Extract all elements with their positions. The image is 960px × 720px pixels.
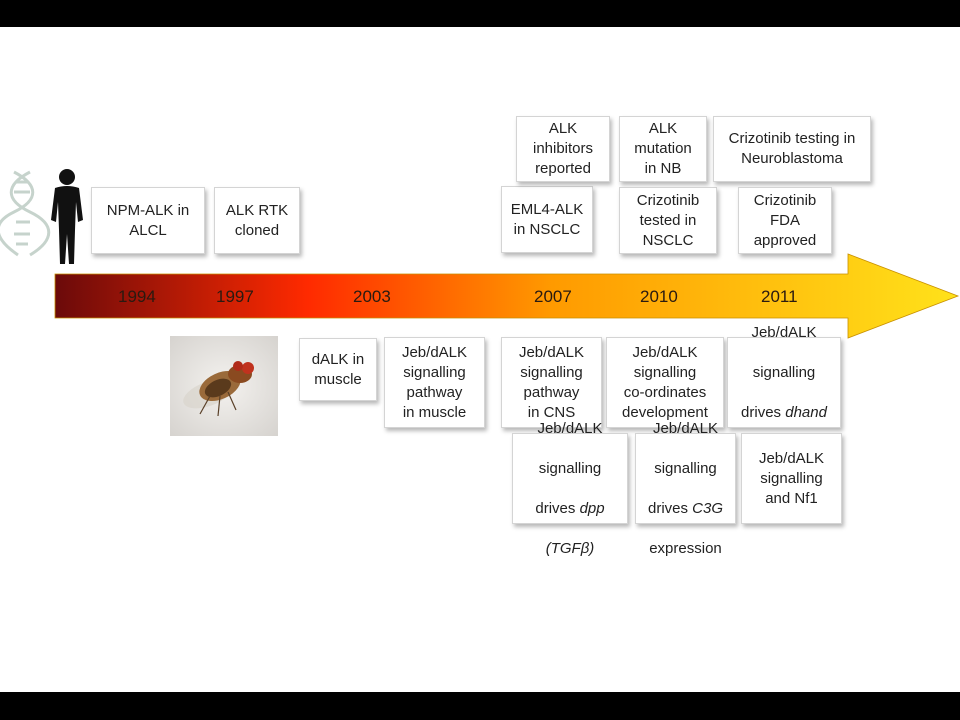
- event-pathway-in-cns: Jeb/dALK signalling pathway in CNS: [501, 337, 602, 428]
- line: drives: [535, 499, 580, 517]
- line: signalling: [654, 459, 717, 477]
- line: Jeb/dALK: [652, 419, 719, 437]
- event-label: EML4-ALK in NSCLC: [510, 200, 584, 238]
- line: signalling: [538, 459, 602, 477]
- year-2003: 2003: [353, 287, 391, 306]
- year-1994: 1994: [118, 287, 156, 306]
- event-crizotinib-fda-approved: Crizotinib FDA approved: [738, 187, 832, 254]
- event-signalling-and-nf1: Jeb/dALK signalling and Nf1: [741, 433, 842, 524]
- event-label: ALK RTK cloned: [225, 201, 289, 239]
- line: drives: [647, 499, 693, 517]
- line: Jeb/dALK: [537, 419, 603, 437]
- line: (TGFβ): [545, 539, 595, 557]
- event-npm-alk-in-alcl: NPM-ALK in ALCL: [91, 187, 205, 254]
- gene-name: C3G: [692, 499, 724, 517]
- event-crizotinib-testing-in-neuroblastoma: Crizotinib testing in Neuroblastoma: [713, 116, 871, 182]
- gene-name: dpp: [579, 499, 605, 517]
- line: expression: [649, 539, 722, 557]
- event-label: Crizotinib tested in NSCLC: [636, 191, 700, 249]
- year-2010: 2010: [640, 287, 678, 306]
- event-label: ALK inhibitors reported: [532, 120, 594, 177]
- event-drives-dhand-expression: Jeb/dALK signalling drives dhand express…: [727, 324, 841, 461]
- event-dalk-in-muscle: dALK in muscle: [299, 338, 377, 401]
- fruit-fly-photo: [170, 336, 278, 436]
- event-drives-c3g-expression: Jeb/dALK signalling drives C3G expressio…: [635, 420, 736, 557]
- line: drives: [741, 403, 786, 421]
- gene-name: dhand: [785, 403, 827, 421]
- year-1997: 1997: [216, 287, 254, 306]
- bottom-black-bar: [0, 692, 960, 720]
- event-label: Jeb/dALK signalling drives C3G expressio…: [648, 399, 723, 559]
- event-eml4-alk-in-nsclc: EML4-ALK in NSCLC: [501, 186, 593, 253]
- year-2011: 2011: [761, 287, 798, 306]
- event-label: ALK mutation in NB: [634, 120, 692, 177]
- event-crizotinib-tested-in-nsclc: Crizotinib tested in NSCLC: [619, 187, 717, 254]
- line: signalling: [752, 363, 816, 381]
- event-alk-inhibitors-reported: ALK inhibitors reported: [516, 116, 610, 182]
- event-label: Jeb/dALK signalling pathway in muscle: [401, 343, 468, 421]
- event-label: Jeb/dALK signalling drives dpp (TGFβ): [535, 399, 604, 559]
- year-2007: 2007: [534, 287, 572, 306]
- event-label: Crizotinib FDA approved: [753, 191, 817, 249]
- line: Jeb/dALK: [751, 323, 817, 341]
- event-alk-rtk-cloned: ALK RTK cloned: [214, 187, 300, 254]
- event-pathway-in-muscle: Jeb/dALK signalling pathway in muscle: [384, 337, 485, 428]
- event-label: Jeb/dALK signalling and Nf1: [758, 449, 825, 507]
- event-drives-dpp: Jeb/dALK signalling drives dpp (TGFβ): [512, 420, 628, 557]
- event-label: Jeb/dALK signalling pathway in CNS: [518, 343, 585, 421]
- event-label: Jeb/dALK signalling co-ordinates develop…: [622, 343, 708, 421]
- event-alk-mutation-in-nb: ALK mutation in NB: [619, 116, 707, 182]
- event-coordinates-development: Jeb/dALK signalling co-ordinates develop…: [606, 337, 724, 428]
- human-silhouette-with-dna-icon: [0, 169, 83, 264]
- event-label: NPM-ALK in ALCL: [106, 201, 190, 239]
- event-label: dALK in muscle: [311, 350, 365, 388]
- top-black-bar: [0, 0, 960, 27]
- event-label: Crizotinib testing in Neuroblastoma: [728, 130, 856, 167]
